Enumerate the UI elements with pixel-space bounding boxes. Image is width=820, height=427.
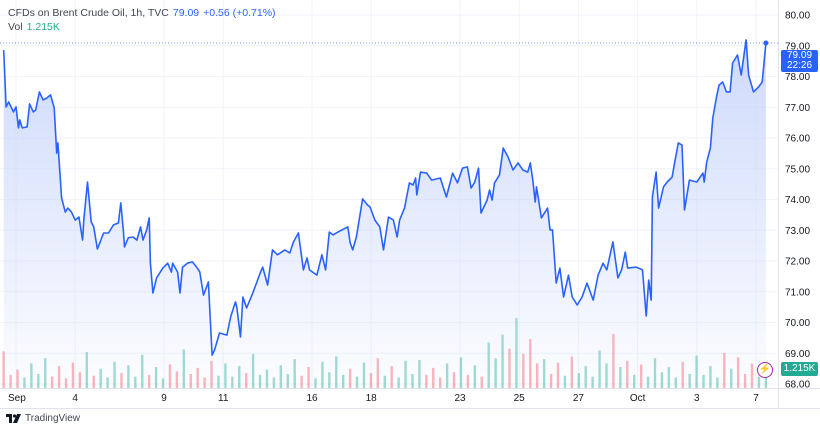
lightning-icon[interactable]: ⚡ — [757, 362, 773, 378]
price-change: +0.56 (+0.71%) — [203, 7, 276, 19]
y-tick-label: 70.00 — [785, 318, 810, 329]
time-axis[interactable]: Sep 4 9 11 16 18 23 25 27 Oct 3 7 — [8, 393, 759, 404]
x-tick-label: Sep — [8, 393, 26, 404]
price-axis[interactable]: 80.00 79.00 78.00 77.00 76.00 75.00 74.00 73.00… — [785, 11, 810, 391]
y-tick-label: 75.00 — [785, 164, 810, 175]
price-chart[interactable]: 80.00 79.00 78.00 77.00 76.00 75.00 74.00 73.00… — [0, 0, 820, 410]
y-tick-label: 78.00 — [785, 72, 810, 83]
x-tick-label: 23 — [454, 393, 466, 404]
volume-value: 1.215K — [26, 21, 60, 33]
chart-legend: CFDs on Brent Crude Oil, 1h, TVC 79.09 +0.… — [8, 6, 276, 34]
y-tick-label: 79.00 — [785, 41, 810, 52]
y-tick-label: 72.00 — [785, 257, 810, 268]
x-tick-label: 3 — [694, 393, 700, 404]
y-tick-label: 73.00 — [785, 226, 810, 237]
y-tick-label: 68.00 — [785, 380, 810, 391]
price-line — [2, 39, 767, 356]
x-tick-label: 11 — [218, 393, 229, 404]
legend-symbol-row: CFDs on Brent Crude Oil, 1h, TVC 79.09 +0.… — [8, 6, 276, 20]
y-tick-label: 69.00 — [785, 349, 810, 360]
x-tick-label: 9 — [161, 393, 167, 404]
x-tick-label: Oct — [630, 393, 646, 404]
volume-label[interactable]: Vol — [8, 21, 23, 33]
branding-text: TradingView — [25, 413, 81, 424]
y-tick-label: 76.00 — [785, 134, 810, 145]
symbol-title[interactable]: CFDs on Brent Crude Oil, 1h, TVC — [8, 7, 169, 19]
x-tick-label: 7 — [753, 393, 759, 404]
legend-volume-row: Vol 1.215K — [8, 20, 276, 34]
x-tick-label: 16 — [306, 393, 318, 404]
x-tick-label: 25 — [514, 393, 526, 404]
y-tick-label: 74.00 — [785, 195, 810, 206]
volume-tag: 1.215K — [781, 362, 818, 376]
last-price-tag: 79.09 22:26 — [781, 50, 818, 72]
x-tick-label: 18 — [366, 393, 378, 404]
x-tick-label: 4 — [72, 393, 78, 404]
x-tick-label: 27 — [573, 393, 585, 404]
price-area — [3, 39, 766, 389]
y-tick-label: 77.00 — [785, 103, 810, 114]
last-price-dot — [763, 40, 769, 46]
volume-bar — [2, 351, 5, 388]
y-tick-label: 71.00 — [785, 287, 810, 298]
price-tag-countdown: 22:26 — [786, 60, 813, 71]
price-tag-value: 79.09 — [786, 49, 813, 61]
y-tick-label: 80.00 — [785, 11, 810, 22]
tradingview-logo[interactable]: TradingView — [6, 413, 80, 424]
last-price: 79.09 — [172, 7, 200, 19]
tradingview-logo-icon — [6, 414, 21, 423]
